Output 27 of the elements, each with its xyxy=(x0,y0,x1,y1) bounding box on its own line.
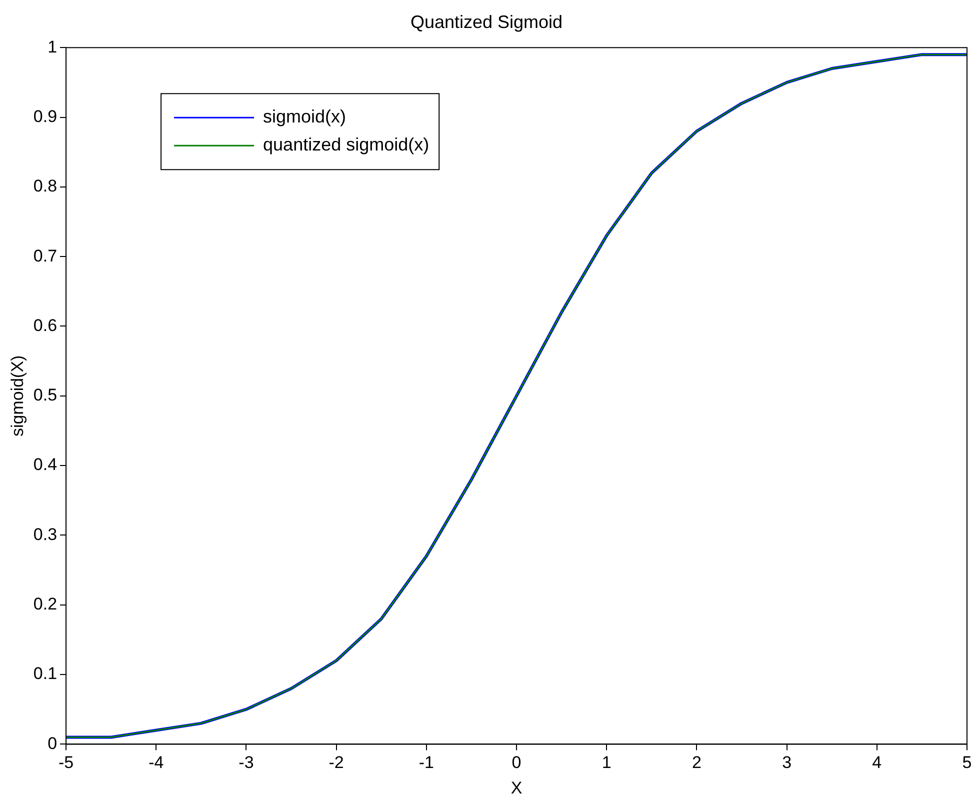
x-tick-label: 3 xyxy=(782,753,792,772)
y-axis-title: sigmoid(X) xyxy=(8,355,27,437)
y-tick-label: 0.1 xyxy=(33,664,58,684)
y-tick-label: 0.9 xyxy=(33,106,58,126)
x-tick-label: -3 xyxy=(238,753,254,772)
x-tick-label: -1 xyxy=(418,753,434,772)
y-tick-label: 0.8 xyxy=(33,176,58,196)
y-tick-label: 0.3 xyxy=(33,524,58,544)
x-tick-label: -2 xyxy=(328,753,344,772)
chart-title: Quantized Sigmoid xyxy=(410,12,563,32)
y-tick-label: 0.5 xyxy=(33,386,58,405)
y-tick-label: 0.4 xyxy=(33,455,58,474)
legend-label: quantized sigmoid(x) xyxy=(263,134,430,155)
y-tick-label: 0.6 xyxy=(33,316,58,335)
x-tick-label: 0 xyxy=(512,753,522,772)
x-tick-label: -5 xyxy=(58,753,74,772)
legend-label: sigmoid(x) xyxy=(263,106,346,127)
x-tick-label: 5 xyxy=(962,753,972,772)
x-axis-title: X xyxy=(510,778,522,798)
x-tick-label: 2 xyxy=(692,753,702,772)
y-tick-label: 0.7 xyxy=(33,246,58,266)
y-tick-label: 1 xyxy=(48,37,58,56)
y-tick-label: 0.2 xyxy=(33,594,58,614)
x-tick-label: 1 xyxy=(602,753,612,772)
x-tick-label: -4 xyxy=(148,753,164,772)
x-tick-label: 4 xyxy=(872,753,882,772)
y-tick-label: 0 xyxy=(48,734,58,753)
